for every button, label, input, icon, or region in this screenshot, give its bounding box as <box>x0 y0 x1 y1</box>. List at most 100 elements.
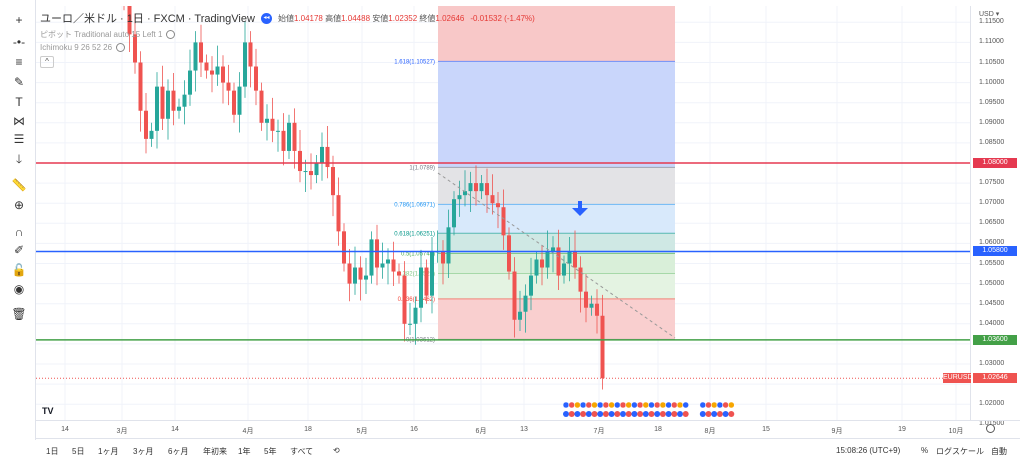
price-change: -0.01532 (-1.47%) <box>470 13 535 23</box>
economic-event-icon[interactable] <box>591 411 598 417</box>
economic-event-icon[interactable] <box>585 401 593 409</box>
economic-event-icon[interactable] <box>602 411 609 417</box>
economic-event-icon[interactable] <box>653 401 661 409</box>
brush-icon[interactable]: ✎ <box>13 75 25 89</box>
economic-event-icon[interactable] <box>625 401 632 409</box>
chart-pane[interactable]: 1.618(1.10527) 1(1.0789) 0.786(1.06971) 0.6… <box>36 6 970 420</box>
economic-event-icon[interactable] <box>682 411 689 417</box>
symbol-title[interactable]: ユーロ／米ドル · 1日 · FXCM · TradingView <box>40 13 255 25</box>
percent-toggle[interactable]: % <box>921 446 929 455</box>
economic-event-icon[interactable] <box>597 411 604 417</box>
economic-event-icon[interactable] <box>620 411 626 417</box>
text-icon[interactable]: T <box>15 95 23 109</box>
economic-event-icon[interactable] <box>705 411 712 417</box>
economic-event-icon[interactable] <box>631 401 638 409</box>
range-button[interactable]: 5日 <box>72 447 85 456</box>
eye-icon[interactable]: ◉ <box>13 282 25 296</box>
channel-icon[interactable]: ≡ <box>15 55 23 69</box>
arrow-down-marker[interactable] <box>572 201 588 216</box>
visibility-icon[interactable] <box>166 30 176 40</box>
range-button[interactable]: 3ヶ月 <box>133 447 154 456</box>
economic-event-icon[interactable] <box>580 411 587 417</box>
economic-event-icon[interactable] <box>591 401 598 409</box>
range-button[interactable]: 5年 <box>264 447 277 456</box>
economic-event-icon[interactable] <box>585 411 592 417</box>
price-axis[interactable]: USD ▾ 1.08000 1.05800 1.03600 1.02646 EURUSD… <box>943 6 1020 427</box>
economic-event-icon[interactable] <box>574 401 581 409</box>
trash-icon[interactable]: 🗑 <box>11 307 27 321</box>
economic-event-icon[interactable] <box>699 411 706 417</box>
economic-event-icon[interactable] <box>637 411 644 417</box>
economic-event-icon[interactable] <box>705 401 712 409</box>
range-button[interactable]: 1年 <box>238 447 251 456</box>
lock-drawings-icon[interactable]: ✐ <box>13 243 25 257</box>
economic-event-icon[interactable] <box>665 411 672 417</box>
economic-event-icon[interactable] <box>722 411 729 417</box>
visibility-icon[interactable] <box>116 43 126 53</box>
economic-event-icon[interactable] <box>563 411 569 417</box>
zoom-icon[interactable]: ⊕ <box>13 198 25 212</box>
economic-event-icon[interactable] <box>568 401 575 409</box>
economic-event-icon[interactable] <box>722 401 729 409</box>
indicator-ichimoku[interactable]: Ichimoku 9 26 52 26 <box>40 43 113 52</box>
replay-icon[interactable]: ◂◂ <box>260 12 272 24</box>
lock-icon[interactable]: 🔓 <box>11 263 27 277</box>
economic-event-icon[interactable] <box>677 411 683 417</box>
economic-event-icon[interactable] <box>682 401 689 409</box>
economic-event-icon[interactable] <box>596 401 604 409</box>
pattern-icon[interactable]: ⋈ <box>13 114 25 128</box>
arrow-down-icon[interactable]: 🡓 <box>15 152 23 166</box>
horizontal-line-icon[interactable]: -•- <box>12 35 26 49</box>
settings-icon[interactable] <box>986 424 995 433</box>
economic-event-icon[interactable] <box>659 401 667 409</box>
log-scale-toggle[interactable]: ログスケール <box>936 447 984 456</box>
economic-event-icon[interactable] <box>699 401 707 409</box>
time-axis[interactable]: 14 3月 14 4月 18 5月 16 6月 13 7月 18 8月 15 9月 19 10月 <box>36 420 1020 438</box>
economic-event-icon[interactable] <box>716 401 724 409</box>
indicator-pivot[interactable]: ピボット Traditional auto 15 Left 1 <box>40 30 163 39</box>
ruler-icon[interactable]: 📏 <box>11 178 27 192</box>
chart-canvas[interactable]: 1.618(1.10527) 1(1.0789) 0.786(1.06971) 0.6… <box>36 6 970 420</box>
economic-event-icon[interactable] <box>562 401 570 409</box>
economic-event-icon[interactable] <box>665 401 672 409</box>
economic-event-icon[interactable] <box>568 411 575 417</box>
range-button[interactable]: 1日 <box>46 447 59 456</box>
economic-event-icon[interactable] <box>625 411 632 417</box>
economic-event-icon[interactable] <box>676 401 684 409</box>
economic-event-icon[interactable] <box>642 401 650 409</box>
economic-event-icon[interactable] <box>710 401 718 409</box>
economic-event-icon[interactable] <box>614 401 621 409</box>
economic-event-icon[interactable] <box>602 401 610 409</box>
economic-event-icon[interactable] <box>648 411 655 417</box>
date-range-icon[interactable]: ⟲ <box>333 446 340 455</box>
forecast-icon[interactable]: ☰ <box>13 132 25 146</box>
economic-event-icon[interactable] <box>671 401 678 409</box>
range-button[interactable]: 6ヶ月 <box>168 447 189 456</box>
range-button[interactable]: すべて <box>290 447 314 456</box>
economic-event-icon[interactable] <box>711 411 718 417</box>
economic-event-icon[interactable] <box>636 401 644 409</box>
economic-event-icon[interactable] <box>728 401 735 409</box>
collapse-legend-button[interactable]: ^ <box>40 56 54 69</box>
economic-event-icon[interactable] <box>631 411 638 417</box>
economic-event-icon[interactable] <box>716 411 723 417</box>
trend-line[interactable] <box>437 172 676 339</box>
economic-event-icon[interactable] <box>574 411 581 417</box>
economic-event-icon[interactable] <box>608 411 615 417</box>
currency-selector[interactable]: USD ▾ <box>979 11 1000 18</box>
magnet-icon[interactable]: ∩ <box>14 225 24 239</box>
economic-event-icon[interactable] <box>659 411 666 417</box>
economic-event-icon[interactable] <box>619 401 627 409</box>
range-button[interactable]: 年初来 <box>203 447 227 456</box>
economic-event-icon[interactable] <box>654 411 661 417</box>
economic-event-icon[interactable] <box>728 411 735 417</box>
economic-event-icon[interactable] <box>648 401 655 409</box>
economic-event-icon[interactable] <box>608 401 615 409</box>
auto-scale-toggle[interactable]: 自動 <box>991 447 1007 456</box>
economic-event-icon[interactable] <box>642 411 649 417</box>
range-button[interactable]: 1ヶ月 <box>98 447 119 456</box>
economic-event-icon[interactable] <box>614 411 621 417</box>
economic-event-icon[interactable] <box>579 401 587 409</box>
crosshair-icon[interactable]: + <box>15 13 23 27</box>
economic-event-icon[interactable] <box>671 411 678 417</box>
